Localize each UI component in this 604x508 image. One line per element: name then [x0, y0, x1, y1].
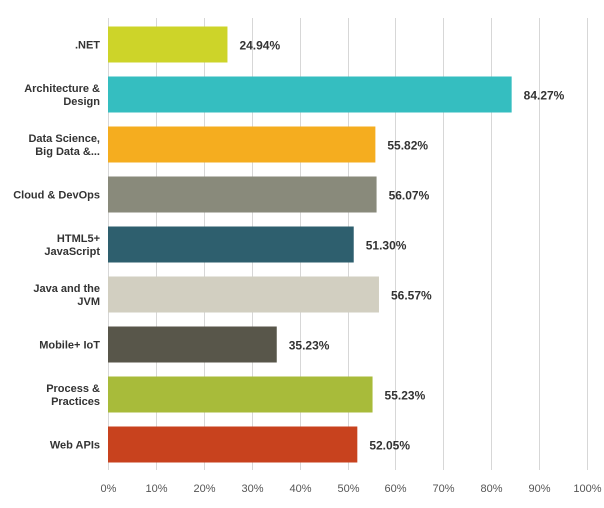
- x-tick-label: 30%: [241, 483, 263, 495]
- category-label: Mobile+ IoT: [39, 340, 100, 352]
- category-label: Data Science,: [28, 133, 100, 145]
- value-label: 84.27%: [524, 89, 565, 103]
- bar: [108, 226, 354, 263]
- x-tick-label: 0%: [101, 483, 117, 495]
- bar: [108, 326, 277, 363]
- value-label: 35.23%: [289, 339, 330, 353]
- x-tick-label: 50%: [337, 483, 359, 495]
- bar: [108, 126, 376, 163]
- category-label: Process &: [46, 383, 100, 395]
- x-tick-label: 100%: [573, 483, 601, 495]
- bar: [108, 76, 512, 113]
- category-label: JVM: [77, 296, 100, 308]
- bars: [108, 26, 512, 463]
- value-label: 24.94%: [239, 39, 280, 53]
- x-tick-label: 70%: [432, 483, 454, 495]
- category-label: Design: [63, 96, 100, 108]
- category-label: Practices: [51, 396, 100, 408]
- x-tick-label: 60%: [384, 483, 406, 495]
- bar: [108, 376, 373, 413]
- bar: [108, 176, 377, 213]
- value-label: 55.82%: [387, 139, 428, 153]
- category-label: .NET: [75, 40, 100, 52]
- x-tick-label: 90%: [528, 483, 550, 495]
- category-label: JavaScript: [44, 246, 100, 258]
- value-labels: 24.94% 84.27% 55.82% 56.07% 51.30% 56.57% 35.2…: [239, 39, 564, 453]
- category-label: Cloud & DevOps: [13, 190, 100, 202]
- category-label: Java and the: [33, 283, 100, 295]
- x-tick-label: 20%: [193, 483, 215, 495]
- category-label: Big Data &...: [35, 146, 100, 158]
- category-label: Architecture &: [24, 83, 100, 95]
- x-tick-label: 80%: [480, 483, 502, 495]
- bar: [108, 426, 358, 463]
- bar: [108, 26, 228, 63]
- value-label: 55.23%: [385, 389, 426, 403]
- x-tick-label: 10%: [145, 483, 167, 495]
- category-label: Web APIs: [50, 440, 100, 452]
- value-label: 56.57%: [391, 289, 432, 303]
- value-label: 51.30%: [366, 239, 407, 253]
- x-axis-tick-labels: 0% 10% 20% 30% 40% 50% 60% 70% 80% 90% 100%: [101, 483, 602, 495]
- x-tick-label: 40%: [289, 483, 311, 495]
- category-label: HTML5+: [57, 233, 100, 245]
- value-label: 52.05%: [369, 439, 410, 453]
- value-label: 56.07%: [389, 189, 430, 203]
- bar: [108, 276, 379, 313]
- category-labels: .NET Architecture &Design Data Science,Big…: [13, 40, 100, 452]
